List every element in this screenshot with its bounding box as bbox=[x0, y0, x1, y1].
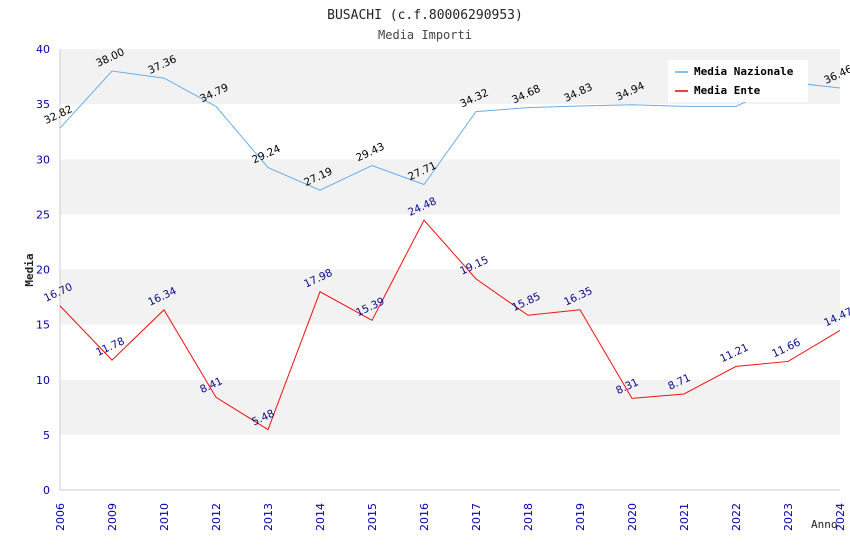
grid-band bbox=[60, 434, 840, 490]
x-tick-label: 2012 bbox=[210, 503, 223, 531]
y-tick-label: 0 bbox=[43, 484, 50, 497]
x-tick-label: 2010 bbox=[158, 503, 171, 531]
y-tick-label: 40 bbox=[36, 43, 50, 56]
legend: Media Nazionale Media Ente bbox=[668, 60, 808, 102]
x-tick-label: 2018 bbox=[522, 503, 535, 531]
x-tick-label: 2022 bbox=[730, 503, 743, 531]
y-tick-label: 20 bbox=[36, 264, 50, 277]
series-line-media-nazionale bbox=[59, 70, 841, 191]
axes bbox=[59, 49, 840, 491]
x-tick-label: 2006 bbox=[54, 503, 67, 531]
legend-label-media-ente: Media Ente bbox=[694, 84, 761, 97]
x-tick-label: 2023 bbox=[782, 503, 795, 531]
x-tick-label: 2024 bbox=[834, 503, 847, 531]
chart-subtitle: Media Importi bbox=[378, 28, 472, 42]
series-line-media-ente bbox=[59, 219, 841, 431]
grid-bands bbox=[60, 49, 840, 490]
y-tick-label: 10 bbox=[36, 374, 50, 387]
x-tick-label: 2016 bbox=[418, 503, 431, 531]
y-tick-label: 30 bbox=[36, 153, 50, 166]
x-tick-label: 2019 bbox=[574, 503, 587, 531]
grid-band bbox=[60, 104, 840, 160]
legend-label-media-nazionale: Media Nazionale bbox=[694, 65, 794, 78]
y-tick-label: 25 bbox=[36, 208, 50, 221]
grid-band bbox=[60, 379, 840, 435]
y-tick-label: 5 bbox=[43, 429, 50, 442]
x-tick-label: 2020 bbox=[626, 503, 639, 531]
y-tick-label: 35 bbox=[36, 98, 50, 111]
grid-band bbox=[60, 214, 840, 270]
x-tick-label: 2017 bbox=[470, 503, 483, 531]
chart-title: BUSACHI (c.f.80006290953) bbox=[327, 8, 523, 23]
grid-band bbox=[60, 324, 840, 380]
x-tick-label: 2015 bbox=[366, 503, 379, 531]
x-axis-label: Anno bbox=[811, 518, 838, 531]
legend-box bbox=[668, 60, 808, 102]
x-tick-label: 2021 bbox=[678, 503, 691, 531]
y-axis-label: Media bbox=[23, 253, 36, 286]
x-tick-label: 2014 bbox=[314, 503, 327, 531]
y-tick-label: 15 bbox=[36, 319, 50, 332]
grid-band bbox=[60, 159, 840, 215]
x-tick-label: 2009 bbox=[106, 503, 119, 531]
grid-band bbox=[60, 269, 840, 325]
y-tick-labels: 0 5 10 15 20 25 30 35 40 bbox=[36, 43, 50, 497]
x-tick-label: 2013 bbox=[262, 503, 275, 531]
series-lines bbox=[59, 70, 841, 431]
x-tick-labels: 2006 2009 2010 2012 2013 2014 2015 2016 2017 2018… bbox=[54, 503, 847, 531]
